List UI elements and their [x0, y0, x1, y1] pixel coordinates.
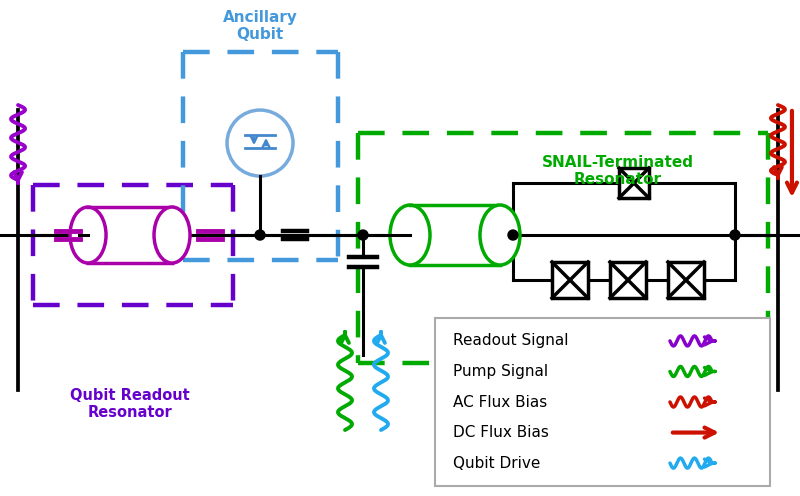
Text: Pump Signal: Pump Signal: [453, 364, 548, 379]
Bar: [610, 262, 646, 298]
Bar: [619, 168, 649, 198]
Ellipse shape: [480, 205, 520, 265]
Bar: [435, 318, 770, 486]
Circle shape: [508, 230, 518, 240]
Bar: [552, 262, 588, 298]
Bar: [668, 262, 704, 298]
Text: Qubit Readout
Resonator: Qubit Readout Resonator: [70, 388, 190, 421]
Polygon shape: [88, 207, 172, 263]
Text: DC Flux Bias: DC Flux Bias: [453, 425, 549, 440]
Ellipse shape: [390, 205, 430, 265]
Circle shape: [358, 230, 368, 240]
Text: Ancillary
Qubit: Ancillary Qubit: [222, 9, 298, 42]
Text: Readout Signal: Readout Signal: [453, 333, 569, 348]
Polygon shape: [410, 205, 500, 265]
Text: Qubit Drive: Qubit Drive: [453, 456, 540, 471]
Ellipse shape: [70, 207, 106, 263]
Circle shape: [255, 230, 265, 240]
Text: AC Flux Bias: AC Flux Bias: [453, 394, 547, 410]
Text: SNAIL-Terminated
Resonator: SNAIL-Terminated Resonator: [542, 155, 694, 187]
Circle shape: [730, 230, 740, 240]
Ellipse shape: [154, 207, 190, 263]
Circle shape: [227, 110, 293, 176]
